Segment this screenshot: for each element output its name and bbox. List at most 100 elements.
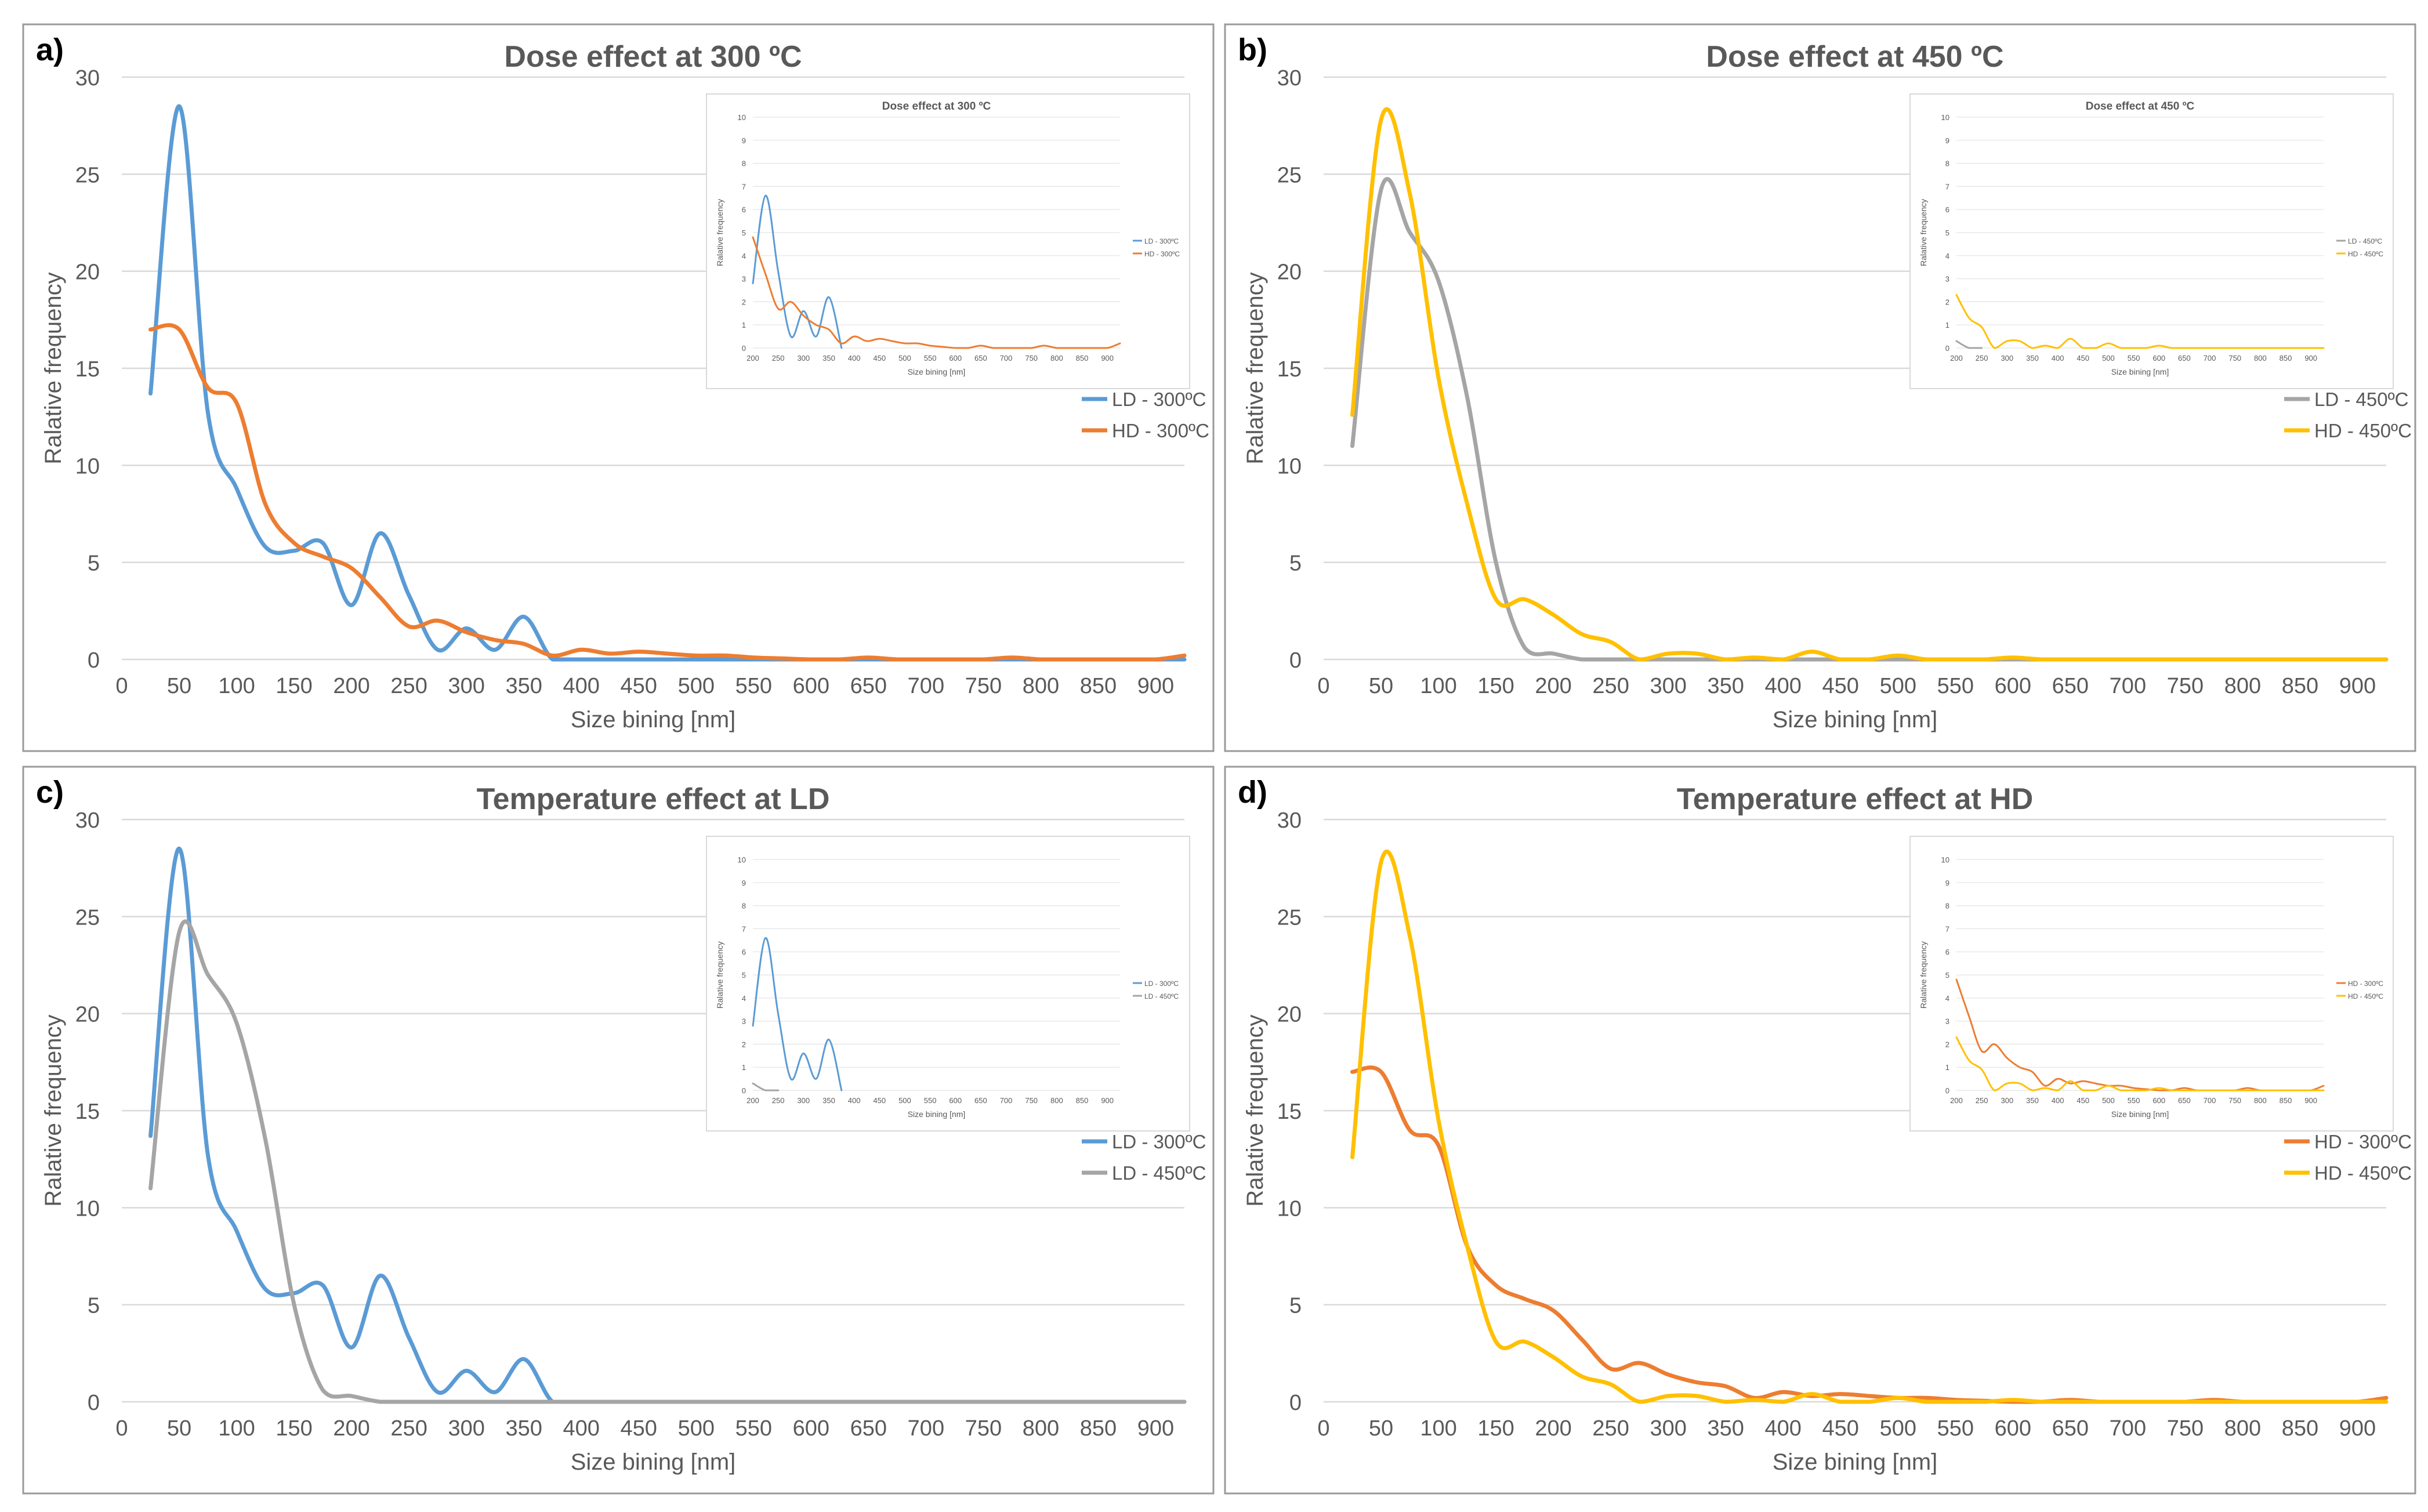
inset-y-tick-label: 6 (742, 205, 746, 214)
inset-y-tick-label: 2 (742, 1040, 746, 1049)
inset-x-tick-label: 500 (2102, 354, 2115, 362)
x-tick-label: 50 (167, 1416, 191, 1441)
x-tick-label: 300 (1650, 674, 1686, 698)
x-tick-label: 700 (908, 1416, 944, 1441)
x-tick-label: 0 (1317, 674, 1329, 698)
x-tick-label: 550 (735, 674, 772, 698)
y-tick-label: 15 (75, 357, 100, 382)
y-tick-label: 10 (75, 454, 100, 478)
inset-chart: Dose effect at 300 ºC 0 1 2 3 4 5 6 7 8 9 10 200 250 3… (706, 93, 1190, 389)
x-tick-label: 100 (1420, 1416, 1456, 1441)
y-tick-label: 10 (1277, 1196, 1302, 1221)
y-tick-label: 0 (1289, 1391, 1302, 1415)
inset-y-tick-label: 7 (742, 924, 746, 933)
inset-x-tick-label: 300 (797, 1096, 810, 1105)
y-tick-label: 5 (88, 1294, 100, 1318)
inset-y-tick-label: 4 (1945, 252, 1949, 260)
y-tick-label: 25 (1277, 163, 1302, 187)
inset-y-tick-label: 10 (738, 855, 746, 864)
inset-y-tick-label: 8 (1945, 902, 1949, 911)
inset-y-tick-label: 10 (1941, 113, 1949, 122)
x-axis-title: Size bining [nm] (571, 707, 736, 733)
x-tick-label: 100 (1420, 674, 1456, 698)
x-tick-label: 650 (2052, 674, 2089, 698)
x-tick-label: 200 (333, 1416, 369, 1441)
legend-label: HD - 450ºC (2314, 420, 2412, 441)
inset-y-tick-label: 10 (1941, 855, 1949, 864)
y-tick-label: 20 (1277, 1003, 1302, 1027)
legend-label: HD - 300ºC (1112, 420, 1209, 441)
inset-x-tick-label: 700 (2204, 354, 2216, 362)
y-tick-label: 20 (75, 260, 100, 285)
x-axis-title: Size bining [nm] (1773, 1449, 1938, 1475)
x-tick-label: 850 (1080, 1416, 1117, 1441)
x-tick-label: 750 (2167, 1416, 2204, 1441)
inset-x-tick-label: 850 (1076, 1096, 1089, 1105)
inset-y-tick-label: 5 (742, 229, 746, 237)
x-tick-label: 600 (1995, 1416, 2031, 1441)
x-tick-label: 300 (1650, 1416, 1686, 1441)
inset-y-tick-label: 0 (1945, 344, 1949, 353)
x-tick-label: 900 (1137, 674, 1174, 698)
y-tick-label: 5 (1289, 552, 1302, 576)
x-tick-label: 250 (1592, 674, 1629, 698)
legend-label: LD - 450ºC (1112, 1162, 1206, 1184)
x-tick-label: 500 (678, 674, 715, 698)
inset-series-line (752, 1082, 780, 1092)
inset-y-tick-label: 9 (742, 879, 746, 887)
x-tick-label: 900 (1137, 1416, 1174, 1441)
inset-x-axis-title: Size bining [nm] (908, 367, 966, 376)
x-tick-label: 700 (2110, 1416, 2146, 1441)
x-tick-label: 350 (1707, 1416, 1744, 1441)
x-tick-label: 750 (965, 674, 1002, 698)
legend-label: HD - 450ºC (2314, 1162, 2412, 1184)
inset-y-tick-label: 7 (1945, 924, 1949, 933)
x-tick-label: 700 (908, 674, 944, 698)
y-tick-label: 15 (1277, 357, 1302, 382)
inset-x-tick-label: 600 (949, 354, 962, 362)
inset-y-tick-label: 6 (1945, 948, 1949, 956)
inset-x-tick-label: 450 (2077, 1096, 2089, 1105)
inset-y-axis-title: Ralative frequency (1919, 941, 1928, 1009)
y-tick-label: 30 (1277, 808, 1302, 833)
inset-x-tick-label: 400 (848, 1096, 861, 1105)
inset-y-tick-label: 10 (738, 113, 746, 122)
inset-y-tick-label: 6 (1945, 205, 1949, 214)
y-tick-label: 25 (1277, 905, 1302, 930)
inset-x-tick-label: 700 (1000, 1096, 1013, 1105)
chart-title: Temperature effect at LD (477, 782, 830, 816)
inset-y-axis-title: Ralative frequency (1919, 199, 1928, 266)
x-tick-label: 500 (1880, 1416, 1916, 1441)
inset-x-tick-label: 450 (873, 354, 886, 362)
inset-x-tick-label: 200 (746, 1096, 759, 1105)
inset-frame (1909, 836, 2394, 1132)
inset-x-tick-label: 350 (822, 1096, 835, 1105)
inset-x-tick-label: 650 (2178, 354, 2191, 362)
inset-x-tick-label: 750 (2228, 1096, 2241, 1105)
x-tick-label: 300 (448, 1416, 484, 1441)
inset-x-tick-label: 300 (2001, 1096, 2013, 1105)
inset-x-tick-label: 850 (1076, 354, 1089, 362)
inset-x-tick-label: 350 (822, 354, 835, 362)
x-tick-label: 450 (621, 674, 657, 698)
panel-label: d) (1238, 775, 1267, 810)
inset-y-tick-label: 0 (742, 344, 746, 353)
x-tick-label: 0 (1317, 1416, 1329, 1441)
x-axis-title: Size bining [nm] (571, 1449, 736, 1475)
x-tick-label: 800 (1023, 674, 1059, 698)
inset-x-tick-label: 550 (2128, 1096, 2140, 1105)
x-tick-label: 400 (1765, 1416, 1802, 1441)
inset-x-tick-label: 500 (2102, 1096, 2115, 1105)
x-tick-label: 400 (563, 1416, 600, 1441)
x-tick-label: 650 (850, 674, 887, 698)
y-tick-label: 15 (75, 1100, 100, 1124)
x-tick-label: 500 (1880, 674, 1916, 698)
y-tick-label: 0 (88, 1391, 100, 1415)
inset-series-line (752, 937, 843, 1092)
series-line (148, 919, 1187, 1404)
x-tick-label: 0 (115, 1416, 128, 1441)
y-tick-label: 10 (1277, 454, 1302, 478)
inset-y-tick-label: 9 (1945, 136, 1949, 145)
